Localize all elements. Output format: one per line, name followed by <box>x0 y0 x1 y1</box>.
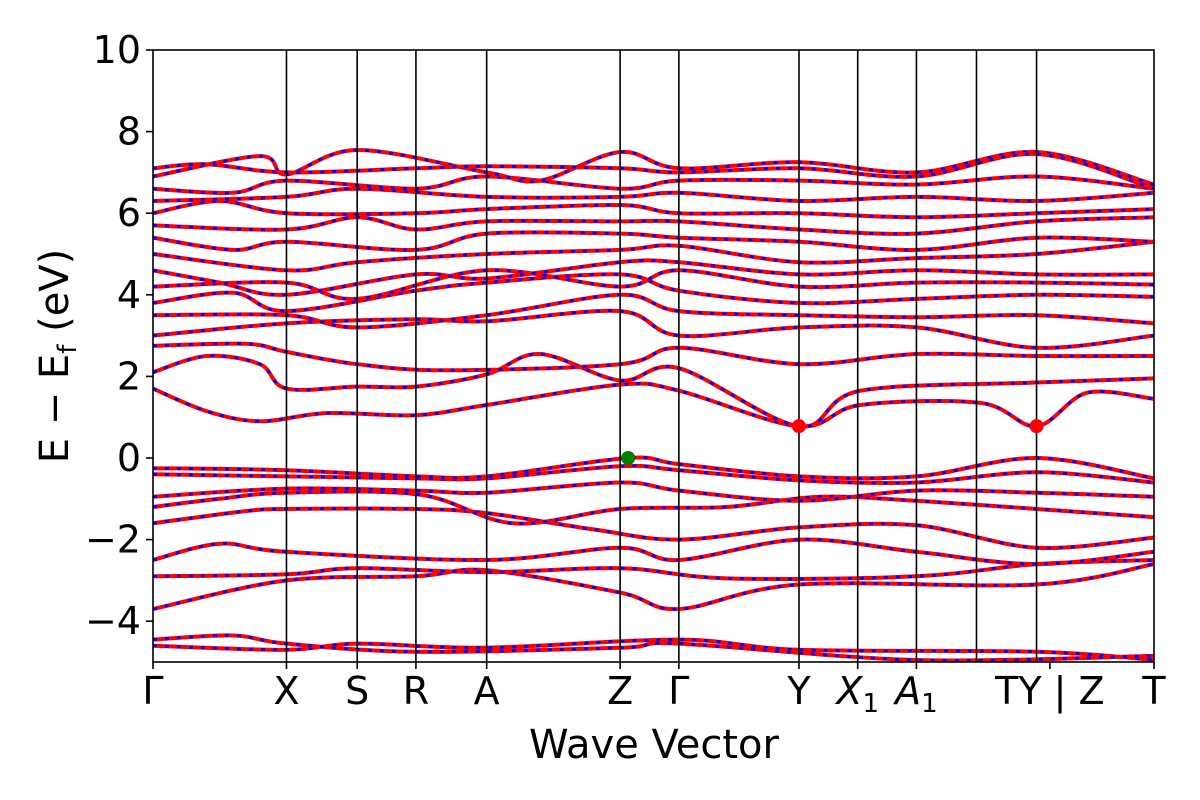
bands-layer <box>153 147 1154 662</box>
x-tick-label-3: R <box>403 669 429 713</box>
band-20-spin-down <box>153 215 1154 236</box>
x-tick-label-10: TY | Z <box>994 669 1104 714</box>
y-axis-ticks: −4 −2 0 2 4 6 8 10 <box>85 28 153 643</box>
y-tick-label-6: 8 <box>117 110 141 154</box>
band-12-spin-up <box>153 341 1154 373</box>
y-axis-label-tail: (eV) <box>32 249 78 345</box>
y-axis-label-sub: f <box>53 344 83 354</box>
band-4-spin-down <box>153 537 1154 566</box>
band-19-spin-down <box>153 230 1154 252</box>
cbm-marker-1 <box>1029 419 1044 434</box>
x-tick-label-11: T <box>1141 669 1166 713</box>
y-tick-label-4: 4 <box>117 273 141 317</box>
y-tick-label-2: 0 <box>117 436 141 480</box>
x-tick-label-5: Z <box>607 669 633 713</box>
band-13-spin-down <box>153 309 1154 350</box>
band-edge-markers <box>621 419 1044 465</box>
high-symmetry-lines <box>285 50 1038 662</box>
band-11-spin-up <box>153 351 1154 429</box>
band-18-spin-down <box>153 240 1154 272</box>
y-tick-label-3: 2 <box>117 354 141 398</box>
band-22-spin-down <box>153 187 1154 203</box>
y-axis-label-main: E − E <box>32 354 78 464</box>
band-15-spin-down <box>153 272 1154 313</box>
x-axis-label: Wave Vector <box>529 722 780 768</box>
vbm-marker-0 <box>621 451 636 465</box>
y-axis-label: E − Ef (eV) <box>32 249 83 464</box>
band-6-spin-down <box>153 490 1154 526</box>
x-tick-label-8-main: X <box>834 669 863 713</box>
band-10-spin-up <box>153 381 1154 429</box>
x-tick-label-9-sub: 1 <box>921 689 938 719</box>
plot-frame <box>152 49 1155 663</box>
x-tick-label-9-main: A <box>892 669 921 713</box>
band-8-spin-down <box>153 464 1154 485</box>
band-2-spin-up <box>153 562 1154 612</box>
band-5-spin-up <box>153 506 1154 551</box>
x-tick-label-1: X <box>273 669 299 713</box>
y-tick-label-7: 10 <box>93 28 141 72</box>
x-tick-label-0: Γ <box>142 669 163 713</box>
band-0-spin-up <box>153 637 1154 662</box>
x-tick-label-8: X1 <box>834 669 879 719</box>
y-tick-label-0: −4 <box>85 599 141 643</box>
cbm-marker-0 <box>791 419 806 434</box>
band-7-spin-down <box>153 480 1154 503</box>
x-tick-label-4: A <box>474 669 500 713</box>
x-tick-label-8-sub: 1 <box>862 689 879 719</box>
x-tick-label-2: S <box>345 669 369 713</box>
x-tick-label-9: A1 <box>892 669 938 719</box>
y-tick-label-5: 6 <box>117 191 141 235</box>
y-tick-label-1: −2 <box>85 518 141 562</box>
band-9-spin-up <box>153 455 1154 481</box>
x-tick-label-6: Γ <box>668 669 689 713</box>
band-3-spin-up <box>153 558 1154 581</box>
band-17-spin-down <box>153 258 1154 297</box>
band-14-spin-down <box>153 293 1154 329</box>
x-tick-label-7: Y <box>786 669 811 713</box>
